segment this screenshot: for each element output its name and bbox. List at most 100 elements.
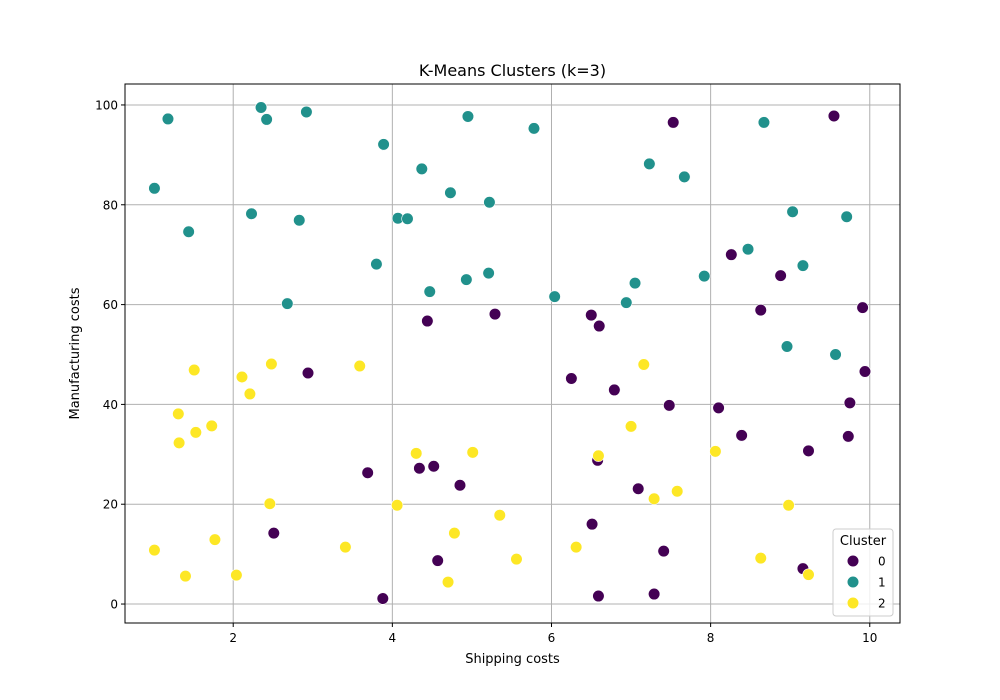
- cluster-2-point: [339, 541, 352, 554]
- cluster-1-point: [245, 207, 258, 220]
- cluster-2-point: [353, 359, 366, 373]
- cluster-1-point: [377, 138, 390, 151]
- cluster-1-point: [461, 110, 475, 123]
- cluster-2-point: [754, 552, 767, 565]
- legend-label-cluster-0: 0: [878, 555, 886, 569]
- cluster-1-point: [796, 259, 810, 272]
- cluster-2-point: [173, 436, 186, 449]
- cluster-2-point: [802, 568, 815, 581]
- cluster-0-point: [735, 429, 748, 442]
- cluster-0-point: [376, 592, 389, 605]
- cluster-1-point: [840, 210, 853, 223]
- cluster-1-point: [423, 285, 436, 298]
- cluster-2-point: [441, 575, 455, 589]
- cluster-1-point: [757, 116, 771, 129]
- cluster-2-point: [466, 446, 479, 459]
- cluster-0-point: [827, 109, 841, 123]
- cluster-1-point: [161, 112, 175, 126]
- y-tick-label: 60: [103, 298, 118, 312]
- cluster-2-point: [148, 544, 161, 557]
- legend-label-cluster-2: 2: [878, 597, 886, 611]
- cluster-1-point: [698, 270, 711, 283]
- cluster-0-point: [842, 430, 855, 443]
- grid: [125, 84, 900, 623]
- cluster-1-point: [620, 296, 633, 309]
- cluster-0-point: [593, 319, 606, 333]
- cluster-2-point: [391, 499, 404, 512]
- cluster-2-point: [671, 485, 684, 498]
- x-axis-label: Shipping costs: [465, 652, 560, 667]
- cluster-1-point: [401, 212, 414, 225]
- cluster-0-point: [667, 116, 680, 129]
- cluster-0-point: [843, 396, 856, 410]
- cluster-2-point: [637, 358, 650, 371]
- cluster-2-point: [189, 426, 202, 439]
- cluster-0-point: [427, 460, 440, 473]
- cluster-2-point: [592, 449, 605, 462]
- cluster-2-point: [410, 447, 423, 460]
- cluster-1-point: [254, 101, 268, 114]
- cluster-2-point: [648, 492, 661, 505]
- cluster-2-point: [624, 420, 638, 433]
- cluster-2-point: [208, 533, 222, 546]
- cluster-1-point: [260, 113, 273, 126]
- cluster-2-point: [493, 509, 506, 522]
- cluster-0-point: [453, 479, 467, 492]
- cluster-1-point: [460, 273, 473, 286]
- cluster-0-point: [856, 301, 869, 314]
- legend-marker-cluster-0: [846, 554, 860, 568]
- cluster-2-point: [235, 370, 249, 384]
- cluster-1-point: [678, 170, 691, 183]
- cluster-2-point: [205, 419, 218, 432]
- cluster-1-point: [370, 258, 383, 271]
- cluster-1-point: [786, 205, 799, 218]
- x-tick-label: 2: [229, 631, 237, 645]
- cluster-0-point: [663, 399, 676, 412]
- y-tick-label: 20: [103, 498, 118, 512]
- cluster-1-point: [281, 297, 294, 310]
- cluster-2-point: [570, 541, 583, 554]
- cluster-1-point: [482, 267, 495, 280]
- cluster-0-point: [858, 365, 872, 378]
- y-tick-label: 100: [95, 98, 118, 112]
- cluster-1-point: [293, 214, 306, 227]
- x-tick-label: 8: [707, 631, 715, 645]
- cluster-0-point: [657, 545, 670, 558]
- cluster-1-point: [415, 162, 428, 175]
- cluster-2-point: [179, 569, 192, 583]
- cluster-1-point: [444, 186, 457, 199]
- x-tick-label: 4: [389, 631, 397, 645]
- y-tick-label: 0: [110, 598, 118, 612]
- cluster-1-point: [628, 277, 642, 290]
- cluster-0-point: [592, 589, 605, 603]
- legend: Cluster 0 1 2: [832, 528, 894, 617]
- cluster-0-point: [301, 366, 315, 380]
- cluster-0-point: [632, 482, 645, 495]
- cluster-0-point: [565, 372, 578, 385]
- cluster-1-point: [829, 348, 842, 361]
- cluster-0-point: [267, 527, 280, 540]
- legend-marker-cluster-2: [846, 596, 860, 610]
- cluster-1-point: [548, 290, 561, 303]
- cluster-2-point: [230, 568, 243, 582]
- cluster-1-point: [527, 122, 541, 135]
- cluster-2-point: [243, 387, 257, 401]
- x-tick-label: 10: [862, 631, 877, 645]
- cluster-1-point: [483, 196, 496, 209]
- plot-frame: [124, 83, 901, 624]
- legend-box: [832, 528, 894, 617]
- y-axis-label: Manufacturing costs: [68, 287, 83, 419]
- chart-title: K-Means Clusters (k=3): [419, 61, 606, 80]
- y-tick-label: 80: [103, 198, 118, 212]
- cluster-0-point: [754, 303, 767, 317]
- x-tick-label: 6: [548, 631, 556, 645]
- cluster-1-point: [148, 182, 161, 195]
- cluster-0-point: [802, 444, 815, 457]
- legend-entries: 0 1 2: [846, 554, 886, 611]
- cluster-2-point: [188, 363, 201, 377]
- data-points: [148, 101, 872, 605]
- cluster-1-point: [300, 105, 313, 119]
- cluster-0-point: [413, 462, 426, 475]
